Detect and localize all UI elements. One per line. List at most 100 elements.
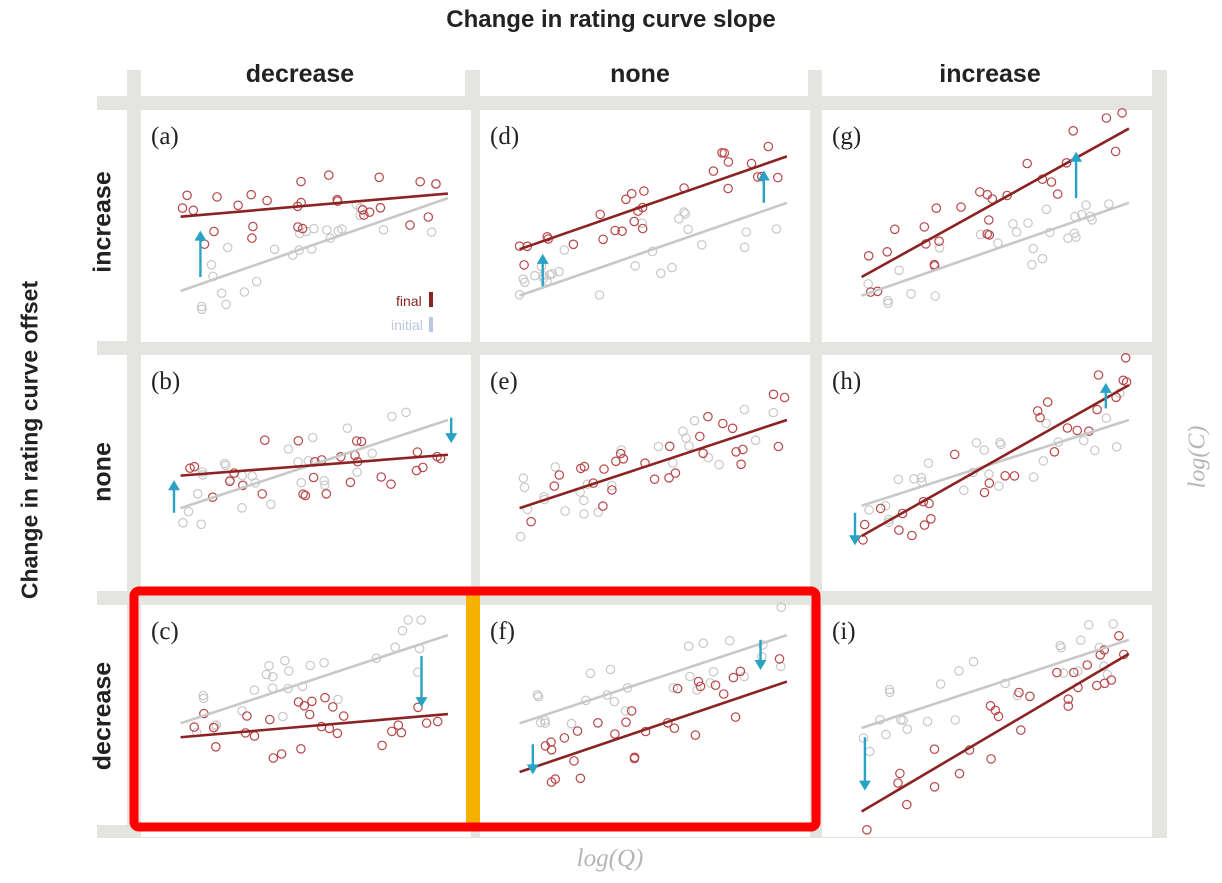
initial-data-point [909, 473, 919, 484]
panel-label: (f) [490, 618, 515, 645]
initial-data-point [305, 660, 315, 671]
final-data-point [242, 711, 252, 721]
figure-title: Change in rating curve slope [446, 6, 776, 33]
initial-data-point [930, 291, 940, 301]
final-data-point [929, 744, 940, 754]
initial-data-point [283, 666, 294, 676]
final-data-point [731, 446, 741, 457]
final-data-point [320, 692, 330, 703]
final-data-point [1042, 397, 1053, 407]
initial-data-point [579, 509, 589, 519]
initial-data-point [178, 517, 188, 528]
initial-data-point [251, 276, 262, 287]
final-data-point [246, 189, 256, 200]
panel-label: (e) [490, 368, 518, 395]
final-data-point [919, 520, 930, 530]
initial-data-point [668, 682, 679, 693]
final-data-point [364, 207, 375, 217]
initial-data-point [768, 407, 779, 418]
initial-data-point [1063, 233, 1073, 243]
final-data-point [611, 456, 621, 467]
initial-rating-curve [519, 201, 788, 297]
initial-data-point [1008, 219, 1018, 229]
initial-data-point [893, 474, 904, 485]
final-data-point [918, 496, 929, 507]
initial-data-point [192, 488, 203, 499]
final-data-point [569, 756, 579, 766]
final-data-point [595, 209, 605, 220]
final-data-point [690, 730, 701, 740]
initial-data-point [883, 298, 893, 308]
final-data-point [649, 474, 660, 484]
final-data-point [526, 516, 536, 527]
final-data-point [719, 148, 730, 158]
initial-data-point [211, 720, 222, 730]
initial-data-point [319, 475, 329, 486]
final-data-point [859, 519, 870, 530]
final-data-point [579, 461, 590, 472]
final-data-point [615, 448, 626, 459]
final-data-point [299, 700, 310, 711]
initial-data-point [264, 660, 274, 671]
initial-data-point [1076, 635, 1086, 645]
final-data-point [949, 449, 960, 460]
initial-data-point [922, 716, 933, 727]
up-arrow [536, 253, 549, 287]
initial-data-point [616, 445, 626, 455]
final-data-point [375, 203, 386, 213]
final-data-point [575, 773, 586, 784]
final-data-point [698, 448, 708, 459]
initial-data-point [515, 531, 526, 542]
initial-data-point [898, 715, 908, 725]
initial-data-point [724, 635, 735, 646]
arrow-head [194, 230, 207, 241]
up-arrow [194, 230, 207, 278]
final-data-point [610, 729, 620, 739]
final-data-point [717, 418, 728, 429]
final-data-point [257, 489, 267, 499]
initial-data-point [864, 505, 874, 515]
final-data-point [1009, 471, 1020, 481]
initial-data-point [1037, 253, 1048, 264]
final-data-point [1063, 701, 1074, 711]
initial-data-point [995, 437, 1005, 448]
final-data-point [926, 513, 936, 524]
panel-label: (h) [832, 368, 861, 395]
initial-data-point [630, 260, 640, 271]
initial-data-point [1027, 259, 1037, 270]
initial-data-point [923, 458, 934, 468]
final-data-point [1117, 108, 1127, 118]
initial-rating-curve [861, 418, 1130, 508]
final-data-point [984, 230, 995, 240]
initial-data-point [319, 657, 329, 668]
final-data-point [276, 749, 287, 759]
final-data-point [1120, 352, 1131, 363]
initial-data-point [884, 687, 895, 698]
final-data-point [338, 711, 349, 721]
final-data-point [863, 251, 874, 261]
final-rating-curve [860, 127, 1130, 279]
initial-data-point [197, 467, 208, 477]
panel-background [141, 605, 471, 837]
final-data-point [321, 488, 332, 499]
panel-i: (i) [822, 605, 1152, 837]
initial-data-point [355, 210, 365, 221]
panel-background [480, 605, 810, 837]
final-data-point [307, 696, 317, 707]
final-data-point [895, 768, 905, 779]
final-data-point [882, 247, 892, 257]
final-data-point [1063, 694, 1074, 704]
final-data-point [626, 188, 637, 199]
panel-label: (b) [151, 368, 180, 395]
initial-data-point [775, 661, 786, 672]
initial-data-point [578, 495, 589, 506]
final-data-point [598, 501, 608, 511]
initial-data-point [277, 711, 288, 722]
final-data-point [304, 709, 315, 720]
initial-data-point [655, 268, 666, 279]
highlight-box [129, 586, 821, 832]
column-header-decrease: decrease [245, 60, 355, 88]
panel-a: (a) final initial [141, 110, 471, 342]
